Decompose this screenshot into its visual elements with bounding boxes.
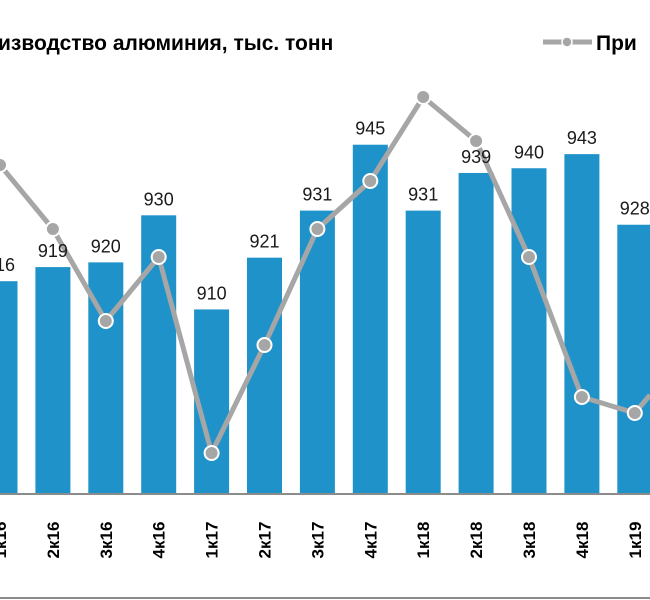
- bar-2к18: [458, 172, 494, 493]
- line-point-1к19: [626, 405, 643, 421]
- legend-marker-icon: [561, 36, 573, 48]
- line-point-3к17: [309, 221, 326, 237]
- data-label-1к18: 931: [408, 185, 438, 205]
- data-label-3к18: 940: [514, 142, 544, 162]
- x-tick-3к18: 3к18: [520, 522, 539, 559]
- data-label-4к18: 943: [567, 128, 597, 148]
- x-tick-3к17: 3к17: [308, 522, 327, 559]
- line-point-2к18: [468, 133, 485, 149]
- data-label-2к18: 939: [461, 147, 491, 167]
- data-label-2к16: 919: [38, 241, 68, 261]
- x-tick-1к19: 1к19: [626, 522, 645, 559]
- line-point-2к16: [44, 221, 61, 237]
- data-label-3к16: 920: [91, 236, 121, 256]
- bar-4к17: [352, 144, 388, 493]
- x-tick-2к17: 2к17: [256, 522, 275, 559]
- data-label-4к17: 945: [355, 119, 385, 139]
- x-tick-4к17: 4к17: [361, 522, 380, 559]
- line-point-1к16: [0, 157, 8, 173]
- line-point-4к18: [573, 389, 590, 405]
- legend-label: При: [596, 32, 637, 55]
- bar-3к18: [511, 168, 547, 493]
- line-point-3к16: [97, 313, 114, 329]
- bar-1к18: [405, 210, 441, 493]
- x-tick-4к16: 4к16: [150, 522, 169, 559]
- line-point-4к17: [362, 173, 379, 189]
- line-point-1к18: [415, 89, 432, 105]
- x-tick-4к18: 4к18: [573, 522, 592, 559]
- data-label-1к17: 910: [197, 283, 227, 303]
- line-series: [0, 94, 650, 456]
- legend: При: [543, 32, 637, 55]
- data-label-2к17: 921: [249, 232, 279, 252]
- x-tick-2к16: 2к16: [44, 522, 63, 559]
- x-tick-1к18: 1к18: [414, 522, 433, 559]
- bar-1к19: [617, 224, 650, 493]
- x-tick-1к16: 1к16: [0, 522, 10, 559]
- bar-2к17: [247, 257, 282, 493]
- line-point-4к16: [150, 249, 167, 265]
- x-tick-2к18: 2к18: [467, 522, 486, 559]
- line-point-3к18: [521, 249, 537, 265]
- line-point-2к17: [256, 337, 273, 353]
- bar-4к18: [564, 154, 600, 493]
- x-tick-1к17: 1к17: [203, 522, 222, 559]
- data-label-1к19: 928: [620, 199, 650, 219]
- data-label-4к16: 930: [144, 189, 174, 209]
- bar-1к16: [0, 281, 18, 493]
- chart-title: изводство алюминия, тыс. тонн: [0, 32, 333, 55]
- data-label-3к17: 931: [302, 185, 332, 205]
- x-tick-3к16: 3к16: [97, 522, 116, 559]
- line-point-1к17: [203, 445, 220, 461]
- bar-2к16: [35, 267, 71, 493]
- data-label-1к16: 916: [0, 255, 15, 275]
